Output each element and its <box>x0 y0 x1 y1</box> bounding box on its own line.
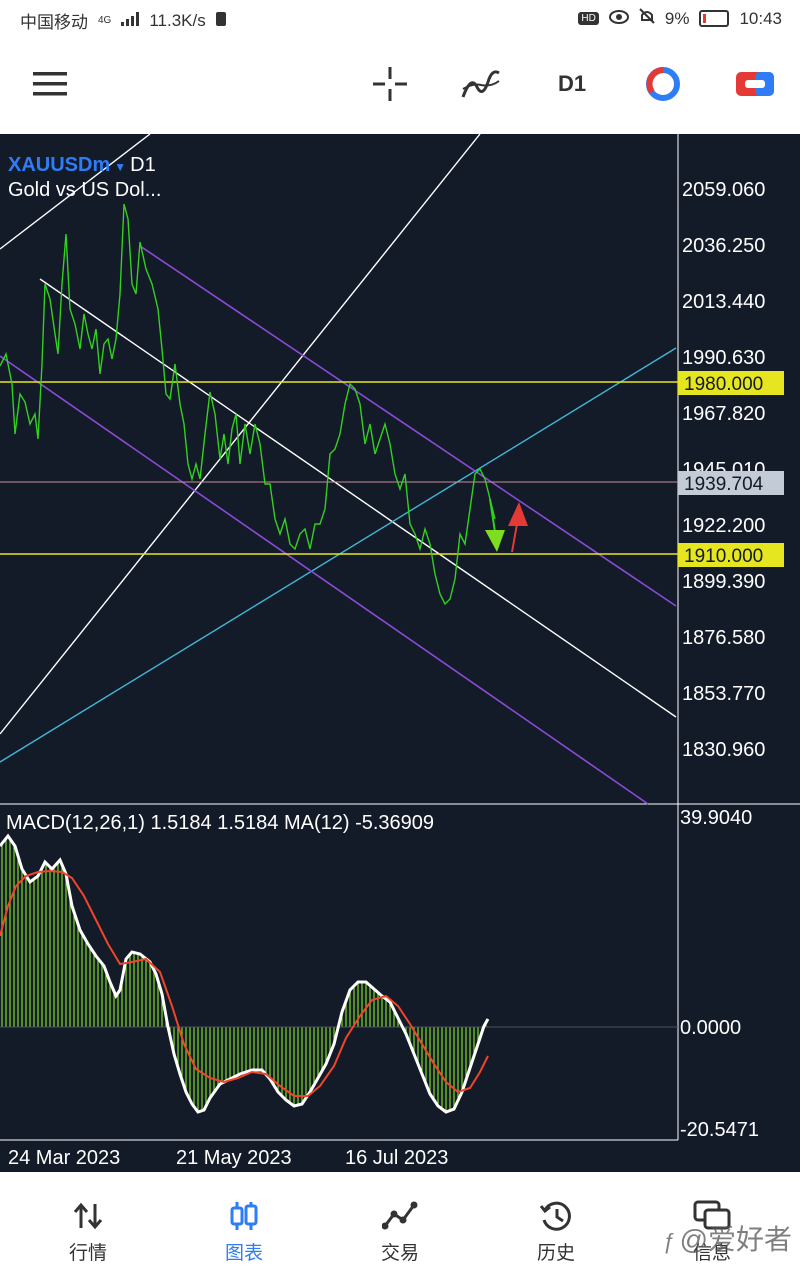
channel-upper[interactable] <box>139 245 677 607</box>
macd-tick-label: 0.0000 <box>680 1017 741 1039</box>
price-tick-label: 2036.250 <box>682 235 765 257</box>
price-tick-label: 1853.770 <box>682 683 765 705</box>
price-tick-label: 1830.960 <box>682 739 765 761</box>
quotes-icon <box>73 1202 103 1230</box>
symbol-dropdown-icon[interactable]: ▼ <box>114 160 127 174</box>
macd-scale: 39.9040 0.0000 -20.5471 <box>680 807 759 1141</box>
trendline-descending[interactable] <box>39 278 677 718</box>
timeframe-label: D1 <box>557 71 587 96</box>
chart-canvas[interactable]: 2059.060 2036.250 2013.440 1990.630 1967.820… <box>0 133 800 1172</box>
support-badge-text: 1910.000 <box>684 546 763 567</box>
watermark-text: @爱好者 <box>679 1224 792 1255</box>
price-tick-label: 1967.820 <box>682 403 765 425</box>
clock: 10:43 <box>739 8 782 28</box>
status-bar: 中国移动 4G 11.3K/s HD 9% 10:43 <box>0 0 800 36</box>
nav-history[interactable]: 历史 <box>496 1200 616 1265</box>
resistance-badge-text: 1980.000 <box>684 374 763 395</box>
price-tick-label: 1922.200 <box>682 515 765 537</box>
network-speed: 11.3K/s <box>149 10 206 30</box>
battery-icon <box>699 10 730 27</box>
symbol-description: Gold vs US Dol... <box>8 179 162 201</box>
messages-icon <box>693 1200 731 1230</box>
price-tick-label: 1899.390 <box>682 571 765 593</box>
up-arrow-marker <box>508 502 528 553</box>
nav-messages[interactable]: 信息 <box>652 1200 772 1265</box>
macd-indicator-label[interactable]: MACD(12,26,1) 1.5184 1.5184 MA(12) -5.36… <box>6 812 435 834</box>
nav-chart[interactable]: 图表 <box>184 1200 304 1265</box>
time-tick-label: 24 Mar 2023 <box>8 1147 120 1169</box>
price-tick-label: 1876.580 <box>682 627 765 649</box>
trendlines[interactable] <box>0 133 677 805</box>
sim-icon <box>215 11 226 31</box>
chart-icon <box>230 1202 258 1230</box>
resistance-badge <box>678 371 784 395</box>
macd-tick-label: -20.5471 <box>680 1119 759 1141</box>
nav-trade[interactable]: 交易 <box>340 1200 460 1265</box>
new-order-icon[interactable] <box>734 64 776 104</box>
crosshair-icon[interactable] <box>370 64 410 104</box>
trade-icon <box>382 1201 418 1230</box>
bottom-navigation: 行情 图表 交易 历史 信息 <box>0 1172 800 1280</box>
current-price-badge <box>678 471 784 495</box>
mute-icon <box>639 8 655 29</box>
nav-quotes[interactable]: 行情 <box>28 1200 148 1265</box>
macd-line <box>0 833 490 1114</box>
time-axis: 24 Mar 2023 21 May 2023 16 Jul 2023 <box>8 1147 448 1169</box>
carrier-name: 中国移动 <box>20 13 88 32</box>
macd-signal-line <box>0 869 489 1097</box>
nav-label-trade: 交易 <box>380 1243 419 1264</box>
symbol-timeframe: D1 <box>130 154 156 176</box>
history-icon <box>539 1201 571 1231</box>
battery-percent: 9% <box>664 8 690 28</box>
macd-tick-label: 39.9040 <box>680 807 752 829</box>
time-tick-label: 21 May 2023 <box>176 1147 292 1169</box>
network-type: 4G <box>98 15 112 26</box>
price-scale: 2059.060 2036.250 2013.440 1990.630 1967.820… <box>682 179 765 761</box>
hd-badge: HD <box>578 12 599 25</box>
channel-lower[interactable] <box>0 355 649 805</box>
price-tick-label: 2059.060 <box>682 179 765 201</box>
indicators-icon[interactable] <box>460 64 502 104</box>
time-tick-label: 16 Jul 2023 <box>345 1147 448 1169</box>
support-badge <box>678 543 784 567</box>
trendline-steep[interactable] <box>0 133 481 735</box>
nav-label-history: 历史 <box>536 1243 575 1264</box>
nav-label-messages: 信息 <box>692 1243 731 1264</box>
symbol-header[interactable]: XAUUSDm ▼ D1 <box>8 154 156 177</box>
uptrend-line[interactable] <box>0 347 677 763</box>
menu-icon[interactable] <box>30 64 70 104</box>
down-arrow-marker <box>485 498 505 552</box>
objects-icon[interactable] <box>642 64 684 104</box>
nav-label-chart: 图表 <box>224 1243 263 1264</box>
price-chart[interactable]: 2059.060 2036.250 2013.440 1990.630 1967.820… <box>0 133 800 1172</box>
trendline-short[interactable] <box>0 133 151 250</box>
timeframe-button[interactable]: D1 <box>548 64 596 104</box>
watermark-logo-icon: ƒ <box>663 1229 676 1254</box>
price-line <box>0 203 496 606</box>
watermark: ƒ @爱好者 <box>663 1218 792 1258</box>
signal-icon <box>121 11 140 31</box>
eye-icon <box>608 9 629 29</box>
macd-histogram <box>1 838 487 1112</box>
symbol-name[interactable]: XAUUSDm <box>8 154 111 176</box>
price-tick-label: 2013.440 <box>682 291 765 313</box>
price-tick-label: 1990.630 <box>682 347 765 369</box>
current-price-badge-text: 1939.704 <box>684 474 764 495</box>
nav-label-quotes: 行情 <box>68 1243 107 1264</box>
chart-toolbar: D1 <box>0 36 800 134</box>
